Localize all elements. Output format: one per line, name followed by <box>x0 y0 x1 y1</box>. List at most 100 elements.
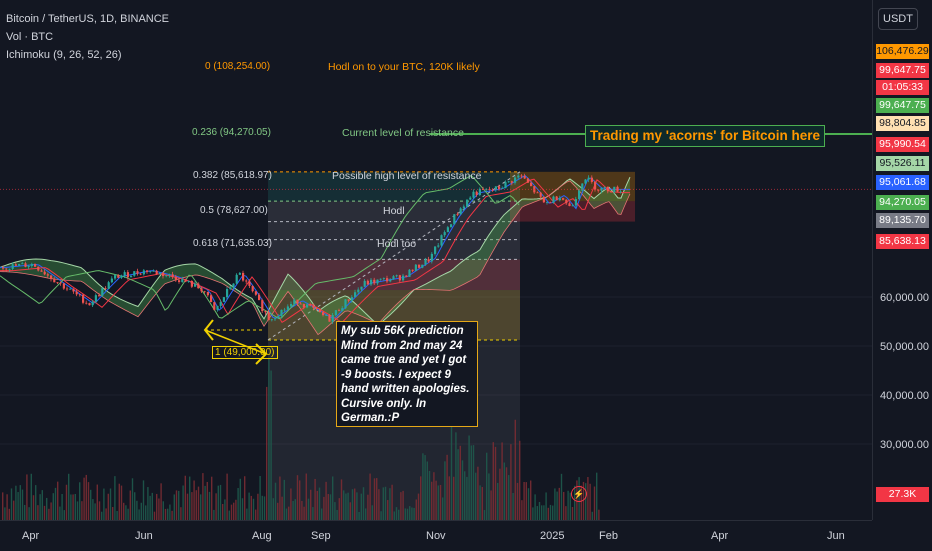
volume-bar <box>593 486 596 520</box>
candle-body <box>254 291 257 295</box>
volume-bar <box>233 502 235 520</box>
volume-label[interactable]: Vol · BTC <box>6 31 54 43</box>
volume-bar <box>145 505 147 520</box>
price-badge: 99,647.75 <box>876 63 929 78</box>
candle-body <box>594 181 597 190</box>
candle-body <box>373 279 376 284</box>
volume-bar <box>169 504 171 520</box>
candle-body <box>91 301 94 306</box>
volume-badge: 27.3K <box>876 487 929 502</box>
candle-body <box>78 294 81 296</box>
flash-icon[interactable]: ⚡ <box>571 486 587 502</box>
candle-body <box>302 304 305 308</box>
volume-bar <box>270 370 272 520</box>
volume-bar <box>50 502 52 520</box>
volume-bar <box>365 508 367 520</box>
candle-body <box>59 282 62 284</box>
candle-body <box>216 305 219 310</box>
candle-body <box>590 177 593 182</box>
volume-bar <box>30 473 32 520</box>
prediction-note[interactable]: My sub 56K prediction Mind from 2nd may … <box>336 321 478 427</box>
candle-body <box>267 312 270 321</box>
candle-body <box>565 199 568 204</box>
candle-body <box>11 264 14 269</box>
volume-bar <box>195 490 197 520</box>
volume-bar <box>367 494 369 520</box>
candle-body <box>424 259 427 265</box>
volume-bar <box>358 511 360 520</box>
volume-bar <box>288 506 290 520</box>
candle-body <box>440 235 443 246</box>
volume-bar <box>244 476 246 520</box>
x-tick-2025: 2025 <box>540 530 565 542</box>
currency-button[interactable]: USDT <box>878 8 918 30</box>
price-badge: 01:05:33 <box>876 80 929 95</box>
volume-bar <box>272 498 274 520</box>
candle-body <box>210 295 213 303</box>
volume-bar <box>217 485 219 520</box>
volume-bar <box>387 500 389 520</box>
volume-bar <box>426 461 428 520</box>
candle-body <box>475 191 478 195</box>
candle-body <box>552 196 555 203</box>
candle-body <box>389 279 392 282</box>
volume-bar <box>519 440 521 520</box>
volume-bar <box>382 487 384 520</box>
candle-body <box>491 189 494 191</box>
candle-body <box>261 300 264 312</box>
indicator-label[interactable]: Ichimoku (9, 26, 52, 26) <box>6 49 122 61</box>
volume-bar <box>406 508 409 520</box>
volume-bar <box>303 506 305 520</box>
candle-body <box>539 192 542 197</box>
volume-bar <box>259 475 261 520</box>
volume-bar <box>336 509 338 520</box>
candle-body <box>264 311 267 313</box>
volume-bar <box>76 501 79 520</box>
volume-bar <box>373 478 376 520</box>
candle-body <box>574 199 577 206</box>
symbol-title[interactable]: Bitcoin / TetherUS, 1D, BINANCE <box>6 13 170 25</box>
price-scale[interactable] <box>872 0 932 520</box>
volume-bar <box>307 498 310 520</box>
volume-bar <box>19 485 21 520</box>
volume-bar <box>549 504 552 520</box>
candle-body <box>155 270 158 275</box>
acorns-annotation[interactable]: Trading my 'acorns' for Bitcoin here <box>585 125 825 147</box>
volume-bar <box>261 495 263 520</box>
volume-bar <box>448 476 450 520</box>
x-tick-jun-2025: Jun <box>827 530 845 542</box>
volume-bar <box>171 510 173 520</box>
candle-body <box>123 272 126 276</box>
volume-bar <box>340 479 343 520</box>
candle-body <box>402 275 405 281</box>
volume-bar <box>380 511 382 520</box>
volume-bar <box>417 493 420 520</box>
price-chart[interactable] <box>0 0 872 520</box>
volume-bar <box>41 490 43 520</box>
candle-body <box>578 190 581 200</box>
candle-body <box>430 253 433 262</box>
volume-bar <box>263 496 266 520</box>
volume-bar <box>461 460 464 520</box>
volume-bar <box>252 498 255 520</box>
candle-body <box>510 181 513 183</box>
fib-level-1: 1 (49,000.00) <box>212 346 278 359</box>
volume-bar <box>459 445 461 520</box>
volume-bar <box>241 498 244 520</box>
volume-bar <box>327 494 329 520</box>
candle-body <box>325 315 328 316</box>
candle-body <box>542 196 545 203</box>
candle-body <box>338 310 341 312</box>
volume-bar <box>180 507 182 520</box>
volume-bar <box>92 499 94 520</box>
candle-body <box>146 270 149 272</box>
candle-body <box>344 299 347 309</box>
candle-body <box>213 302 216 310</box>
volume-bar <box>329 494 332 520</box>
volume-bar <box>351 489 354 520</box>
volume-bar <box>437 485 439 520</box>
x-tick-feb: Feb <box>599 530 618 542</box>
fib-text-05: Hodl <box>383 205 405 217</box>
candle-body <box>315 307 318 309</box>
time-axis[interactable] <box>0 520 872 551</box>
